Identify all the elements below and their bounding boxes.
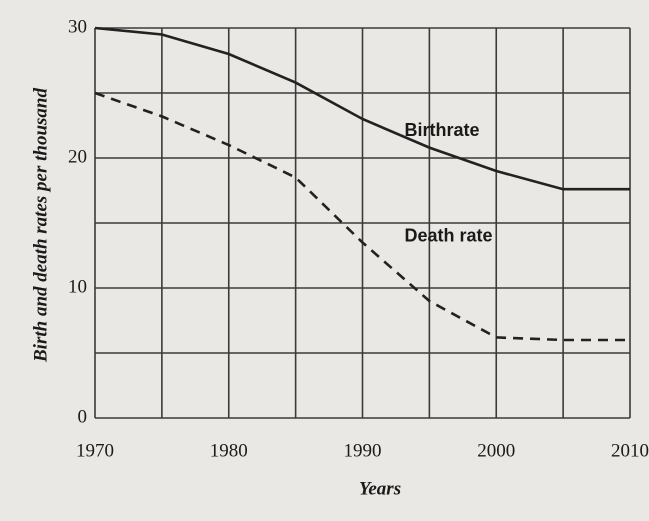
y-tick-label: 0 <box>78 406 88 427</box>
x-tick-label: 1970 <box>76 440 114 461</box>
x-axis-label: Years <box>359 478 401 499</box>
series-line <box>94 26 630 191</box>
x-tick-label: 1980 <box>210 440 248 461</box>
series-label: Birthrate <box>405 120 480 140</box>
x-tick-label: 1990 <box>344 440 382 461</box>
series-label: Death rate <box>405 225 493 245</box>
x-tick-label: 2000 <box>477 440 515 461</box>
y-tick-label: 30 <box>68 16 87 37</box>
y-tick-label: 20 <box>68 146 87 167</box>
x-tick-label: 2010 <box>611 440 649 461</box>
y-axis-label: Birth and death rates per thousand <box>30 88 51 363</box>
series-line <box>94 91 630 342</box>
y-tick-label: 10 <box>68 276 87 297</box>
